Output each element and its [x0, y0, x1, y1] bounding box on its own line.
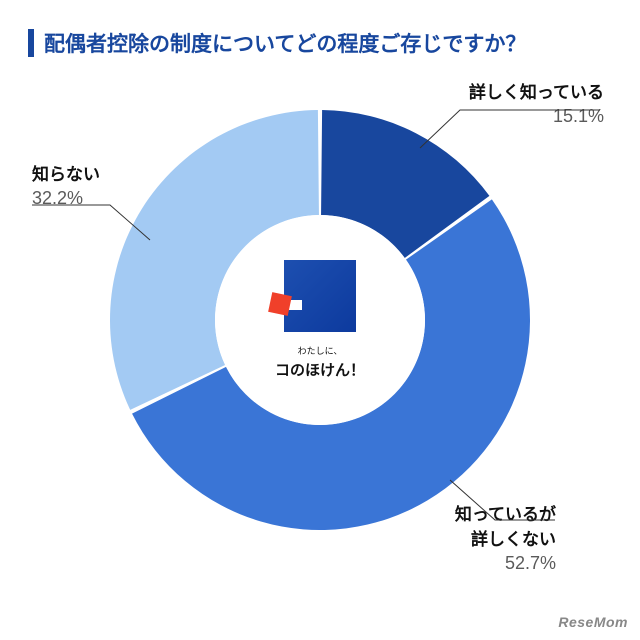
logo-subtext: わたしに、: [298, 344, 343, 357]
label-name-l1: 知っているが: [455, 500, 556, 525]
donut-chart: わたしに、 コのほけん！: [110, 110, 530, 530]
label-name: 知らない: [32, 160, 100, 185]
label-pct: 52.7%: [455, 553, 556, 574]
chart-title-bar: 配偶者控除の制度についてどの程度ご存じですか？: [28, 28, 526, 58]
chart-center: わたしに、 コのほけん！: [215, 215, 425, 425]
title-accent: [28, 29, 34, 57]
label-name-l2: 詳しくない: [455, 525, 556, 550]
watermark: ReseMom: [558, 614, 628, 630]
chart-title: 配偶者控除の制度についてどの程度ご存じですか？: [44, 28, 526, 58]
logo-blue-square: [284, 260, 356, 332]
label-pct: 15.1%: [469, 106, 604, 127]
logo-icon: [284, 260, 356, 332]
label-know-well: 詳しく知っている 15.1%: [469, 78, 604, 127]
label-know-vague: 知っているが 詳しくない 52.7%: [455, 500, 556, 574]
label-pct: 32.2%: [32, 188, 100, 209]
label-name: 詳しく知っている: [469, 78, 604, 103]
logo-red-square: [268, 292, 292, 316]
label-dont-know: 知らない 32.2%: [32, 160, 100, 209]
logo-maintext: コのほけん！: [275, 359, 365, 380]
